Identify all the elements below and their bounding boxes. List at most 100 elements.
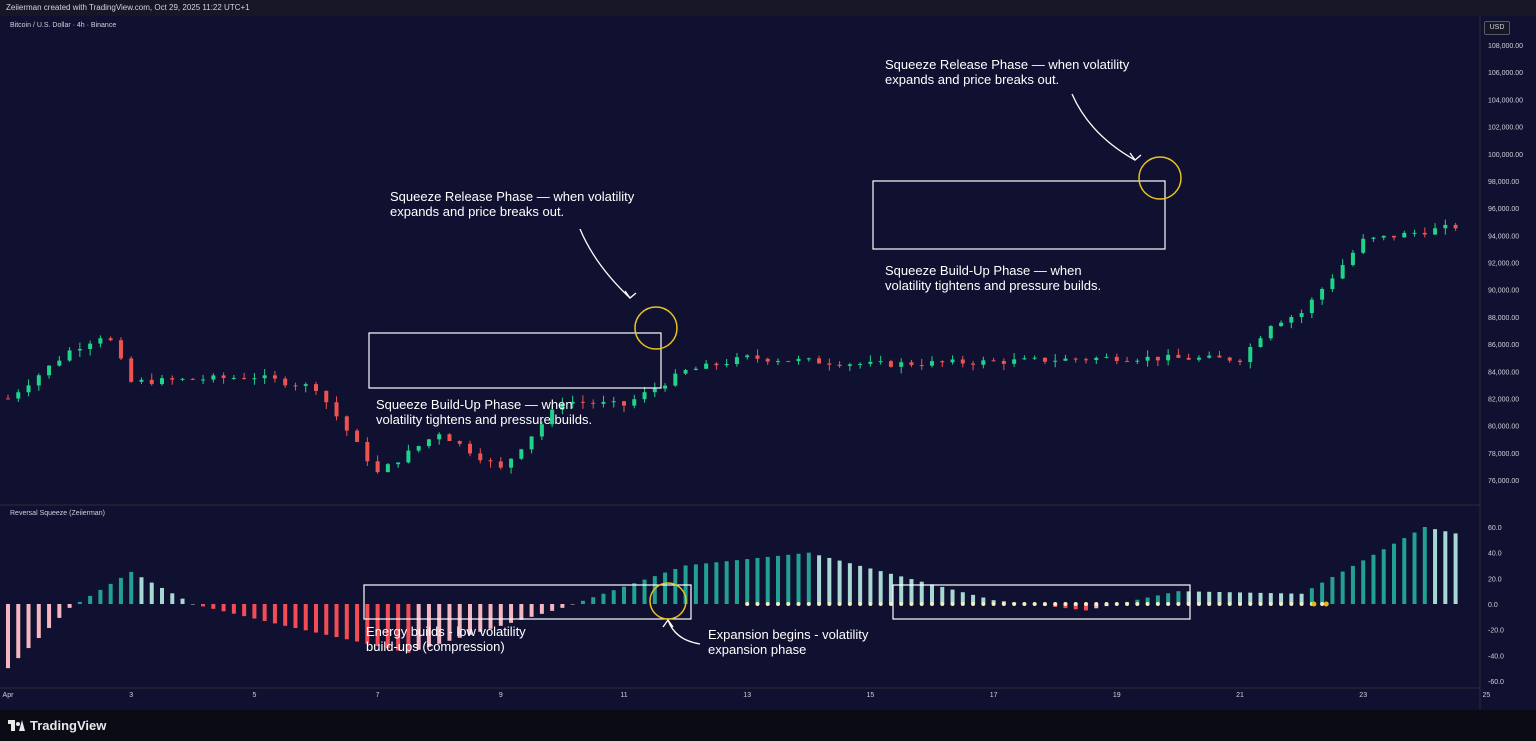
candle — [642, 392, 647, 400]
chart-canvas[interactable]: 108,000.00 106,000.00 104,000.00 102,000.00… — [0, 16, 1536, 710]
annotation-text: Squeeze Build-Up Phase — when — [885, 263, 1082, 278]
candle — [303, 384, 308, 386]
squeeze-dot — [1104, 602, 1109, 606]
candle — [457, 441, 462, 444]
histogram-bar — [478, 604, 483, 632]
indicator-tick-label: -60.0 — [1488, 679, 1504, 686]
histogram-bar — [1176, 591, 1181, 604]
squeeze-dot — [765, 602, 770, 606]
histogram-bar — [981, 597, 986, 604]
histogram-bar — [1094, 604, 1099, 609]
price-tick-label: 76,000.00 — [1488, 478, 1519, 485]
histogram-bar — [57, 604, 62, 618]
candle — [98, 338, 103, 344]
price-tick-label: 98,000.00 — [1488, 179, 1519, 186]
candle — [765, 358, 770, 362]
release-circle-2 — [1138, 156, 1182, 200]
histogram-bar — [47, 604, 52, 628]
histogram-bar — [899, 576, 904, 604]
annotation-text: Squeeze Build-Up Phase — when — [376, 397, 573, 412]
squeeze-dot — [1166, 602, 1171, 606]
histogram-bar — [776, 555, 780, 604]
squeeze-dot — [1155, 602, 1160, 606]
histogram-bar — [1258, 592, 1263, 604]
histogram-bar — [1422, 527, 1427, 604]
histogram-bar — [416, 604, 421, 650]
squeeze-dot — [1279, 602, 1284, 606]
candle — [180, 378, 185, 380]
candle — [714, 363, 719, 366]
candle — [950, 359, 955, 363]
squeeze-dot — [899, 602, 904, 606]
candle — [991, 360, 996, 362]
histogram-bar — [837, 560, 842, 604]
histogram-bar — [149, 582, 154, 604]
price-tick-label: 108,000.00 — [1488, 43, 1523, 50]
time-axis-label: 21 — [1236, 692, 1244, 699]
candle — [1258, 338, 1263, 348]
histogram-bar — [334, 604, 339, 638]
candle — [355, 430, 360, 442]
annotation-text: expands and price breaks out. — [390, 204, 565, 219]
annotation-text: expands and price breaks out. — [885, 72, 1060, 87]
candle — [272, 375, 277, 379]
price-tick-label: 104,000.00 — [1488, 97, 1523, 104]
candle — [201, 379, 206, 381]
candle — [1402, 232, 1407, 238]
release-arrow-2 — [1071, 93, 1136, 161]
release-arrow-1 — [579, 228, 631, 299]
candle — [36, 375, 41, 386]
candle — [385, 464, 390, 473]
annotation-buildup-2: Squeeze Build-Up Phase — when volatility… — [885, 263, 1101, 293]
time-axis-label: 17 — [990, 692, 998, 699]
candle — [837, 364, 842, 366]
candle — [1309, 299, 1314, 314]
histogram-bar — [1443, 531, 1448, 604]
tradingview-logo[interactable]: TradingView — [8, 718, 106, 733]
histogram-bar — [129, 571, 134, 604]
squeeze-dot — [1094, 602, 1099, 606]
candle — [1001, 360, 1006, 364]
candle — [1053, 360, 1058, 362]
histogram-bar — [365, 604, 370, 644]
squeeze-dot — [1001, 602, 1006, 606]
histogram-bar — [734, 560, 739, 604]
candle — [1012, 359, 1017, 364]
candle — [755, 355, 760, 359]
histogram-bar — [283, 604, 288, 626]
histogram-bar — [724, 561, 729, 604]
annotation-text: expansion phase — [708, 642, 807, 657]
histogram-bar — [77, 601, 82, 604]
chart-area[interactable]: 108,000.00 106,000.00 104,000.00 102,000.00… — [0, 16, 1536, 710]
annotation-release-2: Squeeze Release Phase — when volatility … — [885, 57, 1129, 87]
price-tick-label: 94,000.00 — [1488, 233, 1519, 240]
candle — [1125, 361, 1130, 363]
histogram-bar — [652, 576, 657, 604]
histogram-bar — [36, 604, 41, 639]
candle — [1217, 355, 1222, 358]
candle — [591, 402, 596, 404]
histogram-bar — [622, 586, 626, 604]
candle — [1135, 360, 1140, 362]
histogram-bar — [314, 604, 318, 633]
candle — [170, 378, 175, 380]
time-axis-label: 19 — [1113, 692, 1121, 699]
candle — [1279, 322, 1284, 327]
histogram-bar — [426, 604, 431, 647]
annotation-text: Expansion begins - volatility — [708, 627, 869, 642]
release-arrow-2-head — [1129, 152, 1142, 161]
candle — [1299, 313, 1304, 318]
annotation-text: Squeeze Release Phase — when volatility — [390, 189, 635, 204]
histogram-bar — [1063, 604, 1068, 609]
expansion-arrow-head — [662, 618, 674, 628]
histogram-bar — [550, 604, 555, 611]
currency-badge[interactable]: USD — [1484, 21, 1510, 35]
annotation-text: Squeeze Release Phase — when volatility — [885, 57, 1130, 72]
price-tick-label: 86,000.00 — [1488, 342, 1519, 349]
price-tick-label: 96,000.00 — [1488, 206, 1519, 213]
candle — [1371, 237, 1376, 239]
candle — [1320, 289, 1325, 300]
candle — [847, 364, 852, 366]
candle — [6, 398, 10, 400]
energy-box-1 — [363, 584, 692, 620]
